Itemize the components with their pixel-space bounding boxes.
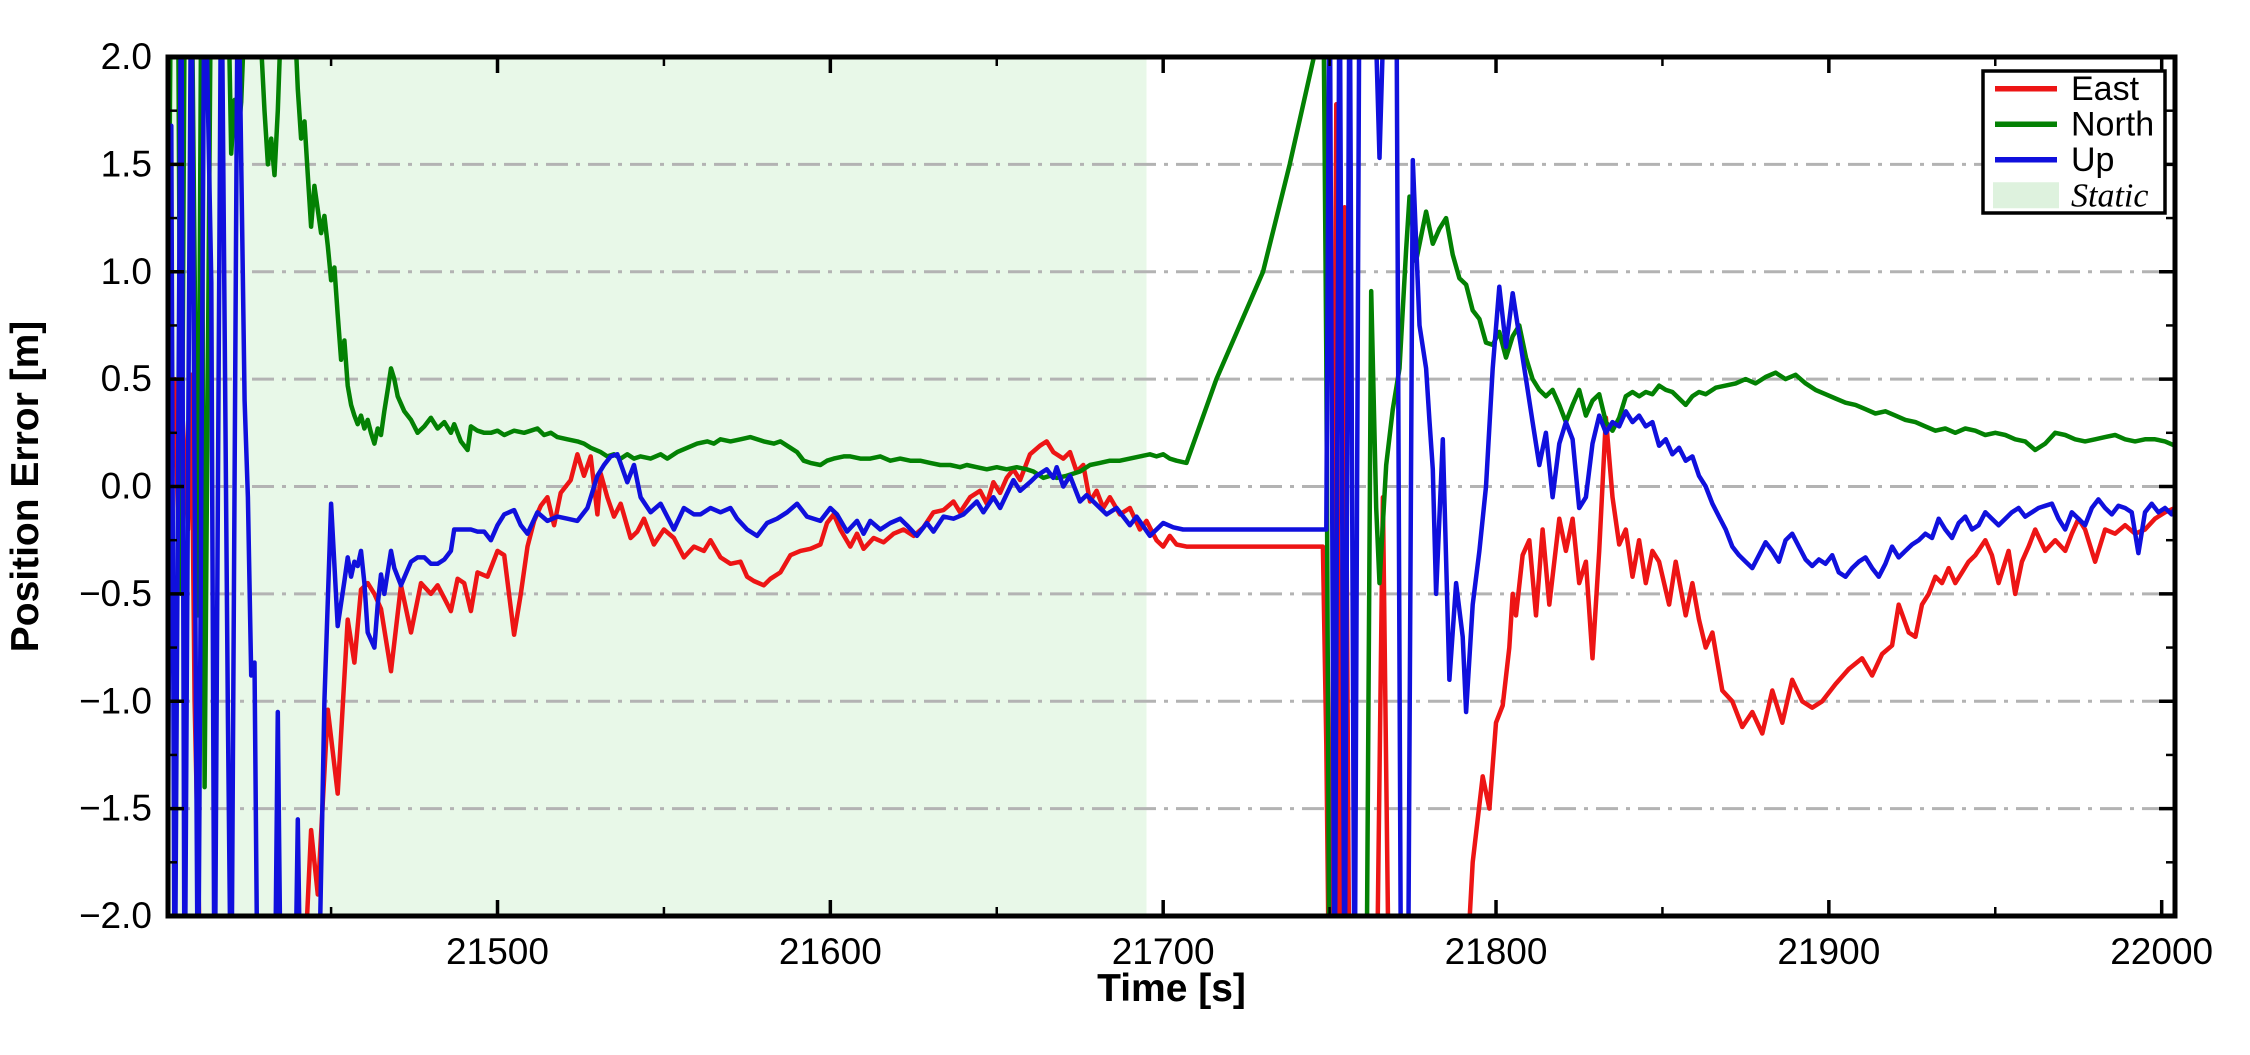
series-line-up	[168, 57, 2175, 916]
x-tick-label: 21600	[779, 931, 882, 972]
series-line-east	[168, 101, 2175, 916]
legend-item-up: Up	[1995, 141, 2114, 179]
legend-label: Up	[2071, 141, 2114, 179]
legend-label: North	[2071, 105, 2154, 143]
y-tick-label: −1.0	[79, 680, 152, 721]
y-tick-label: 2.0	[101, 36, 152, 77]
series-line-north	[168, 57, 2175, 916]
x-tick-label: 21500	[446, 931, 549, 972]
legend-label: East	[2071, 70, 2140, 108]
y-tick-labels: 2.0 1.5 1.0 0.5 0.0 −0.5 −1.0 −1.5 −2.0	[79, 36, 152, 936]
legend-item-north: North	[1995, 105, 2154, 143]
y-tick-label: −2.0	[79, 895, 152, 936]
legend-sample-patch	[1993, 182, 2059, 209]
series-group	[168, 57, 2175, 916]
x-tick-label: 22000	[2110, 931, 2213, 972]
legend-label: Static	[2071, 177, 2148, 214]
legend-item-static: Static	[1993, 177, 2148, 214]
x-tick-label: 21700	[1112, 931, 1215, 972]
x-axis-label: Time [s]	[1097, 967, 1246, 1010]
y-axis-label: Position Error [m]	[4, 321, 47, 653]
legend-item-east: East	[1995, 70, 2140, 108]
y-tick-label: 1.5	[101, 143, 152, 184]
y-tick-label: 0.0	[101, 466, 152, 507]
x-tick-label: 21800	[1445, 931, 1548, 972]
x-tick-label: 21900	[1777, 931, 1880, 972]
y-tick-label: −0.5	[79, 573, 152, 614]
x-tick-labels: 21500 21600 21700 21800 21900 22000	[446, 931, 2213, 972]
y-tick-label: 0.5	[101, 358, 152, 399]
y-tick-label: 1.0	[101, 251, 152, 292]
y-tick-label: −1.5	[79, 788, 152, 829]
plot-border	[165, 54, 2178, 919]
